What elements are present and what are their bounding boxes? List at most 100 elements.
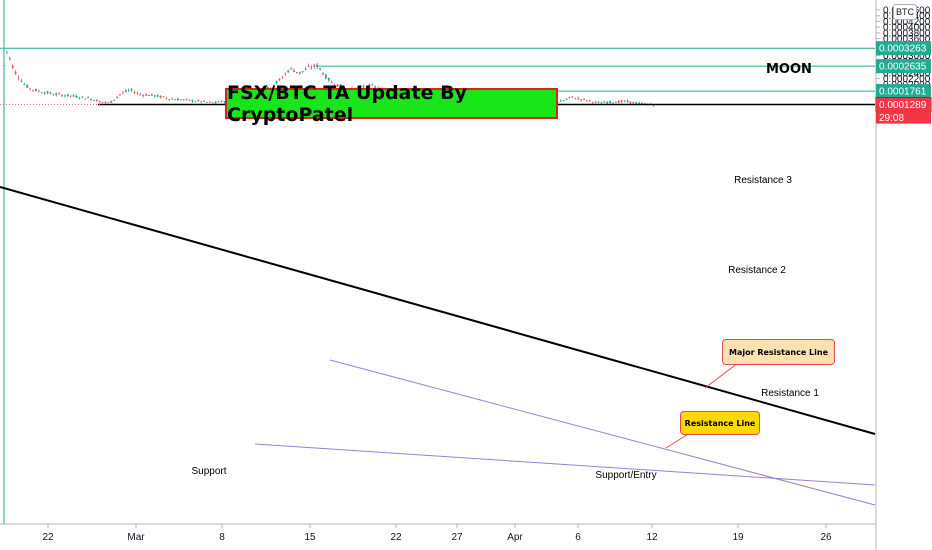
wedge-lower-line — [254, 443, 876, 486]
candle-body — [594, 101, 597, 103]
candle-body — [632, 102, 635, 104]
y-tick-label: 0.0002200 — [883, 74, 931, 85]
candle-body — [61, 94, 63, 97]
candle-body — [20, 80, 23, 82]
candle-body — [58, 93, 60, 95]
major-resistance-callout: Major Resistance Line — [722, 339, 835, 365]
candle-body — [66, 94, 69, 97]
candle-body — [130, 89, 133, 91]
candle-body — [214, 101, 217, 104]
candle-body — [49, 92, 52, 94]
candle-body — [87, 97, 89, 99]
candle-body — [307, 65, 310, 67]
y-tick-label: 0.0003000 — [883, 51, 931, 62]
candle-body — [313, 64, 316, 67]
candle-body — [310, 67, 313, 69]
candle-body — [342, 86, 345, 89]
x-tick-label: Mar — [127, 532, 145, 543]
candle-body — [98, 101, 101, 103]
candle-body — [588, 100, 591, 101]
candle-body — [90, 98, 92, 101]
price-label-text: 0.0003263 — [879, 44, 927, 55]
candle-body — [168, 98, 171, 100]
candle-body — [40, 92, 43, 94]
candle-body — [330, 82, 333, 83]
candle-body — [371, 84, 374, 86]
candle-body — [142, 94, 145, 96]
currency-badge[interactable]: BTC — [893, 4, 917, 20]
candle-body — [591, 102, 594, 103]
annotations: Resistance 3 Resistance 2 Resistance 1 Supp… — [191, 175, 819, 481]
x-tick-label: 6 — [575, 532, 581, 543]
price-label-text: 0.0001289 — [879, 100, 927, 111]
y-tick-label: 0.0003800 — [883, 28, 931, 39]
candle-body — [278, 78, 281, 80]
candle-body — [174, 99, 176, 101]
candle-body — [562, 100, 565, 102]
candle-body — [267, 86, 269, 89]
price-label-box — [876, 97, 931, 112]
candle-body — [6, 51, 8, 53]
candle-body — [113, 99, 116, 101]
candle-body — [148, 95, 150, 96]
candle-body — [603, 101, 606, 103]
y-tick-label: 0.0004000 — [883, 23, 931, 34]
candle-body — [191, 100, 194, 102]
candle-body — [568, 97, 571, 98]
resistance-line-callout: Resistance Line — [680, 411, 760, 435]
candle-body — [116, 96, 118, 98]
candle-body — [615, 102, 617, 104]
candle-body — [17, 77, 20, 79]
candle-body — [200, 101, 203, 103]
x-tick-label: 22 — [390, 532, 402, 543]
candle-body — [171, 98, 174, 100]
candle-body — [298, 71, 301, 74]
overlay-lines — [0, 0, 876, 524]
candle-body — [159, 95, 162, 98]
candle-body — [93, 100, 95, 101]
y-axis[interactable]: 0.00046000.00044000.00042000.00040000.00… — [875, 0, 932, 550]
candle-body — [577, 97, 580, 99]
level-label: Resistance 3 — [734, 175, 792, 186]
major-callout-pointer — [704, 362, 739, 389]
candle-body — [211, 102, 214, 104]
x-tick-label: 27 — [451, 532, 463, 543]
candle-body — [362, 86, 365, 88]
price-label-box — [876, 41, 931, 56]
x-axis[interactable]: 22 Mar 8 15 22 27 Apr 6 12 19 26 — [0, 523, 876, 543]
candle-body — [325, 74, 327, 79]
candle-body — [101, 101, 104, 103]
x-tick-label: 15 — [304, 532, 316, 543]
candle-body — [626, 100, 629, 102]
price-label-text: 0.0001761 — [879, 87, 927, 98]
x-tick-label: 19 — [732, 532, 744, 543]
candle-body — [304, 68, 307, 70]
candle-body — [43, 92, 46, 94]
candle-body — [600, 102, 603, 104]
candle-body — [617, 100, 620, 103]
candle-body — [571, 96, 574, 98]
candle-body — [72, 95, 75, 97]
x-tick-label: Apr — [507, 532, 523, 543]
x-tick-label: 8 — [219, 532, 225, 543]
candle-body — [580, 99, 582, 101]
candle-body — [565, 98, 568, 100]
candle-body — [209, 101, 211, 103]
candle-body — [69, 95, 72, 97]
candle-body — [374, 86, 377, 88]
candle-body — [327, 77, 330, 81]
candle-body — [55, 93, 58, 96]
candle-body — [635, 102, 638, 104]
candle-body — [122, 92, 124, 94]
candle-body — [284, 73, 287, 75]
candle-body — [23, 84, 26, 86]
candle-body — [597, 101, 600, 103]
price-label-box — [876, 59, 931, 74]
candle-body — [136, 92, 139, 94]
candle-body — [14, 71, 17, 74]
candle-body — [623, 100, 626, 102]
candle-body — [46, 91, 49, 94]
candle-body — [322, 73, 324, 75]
candle-body — [319, 68, 321, 70]
